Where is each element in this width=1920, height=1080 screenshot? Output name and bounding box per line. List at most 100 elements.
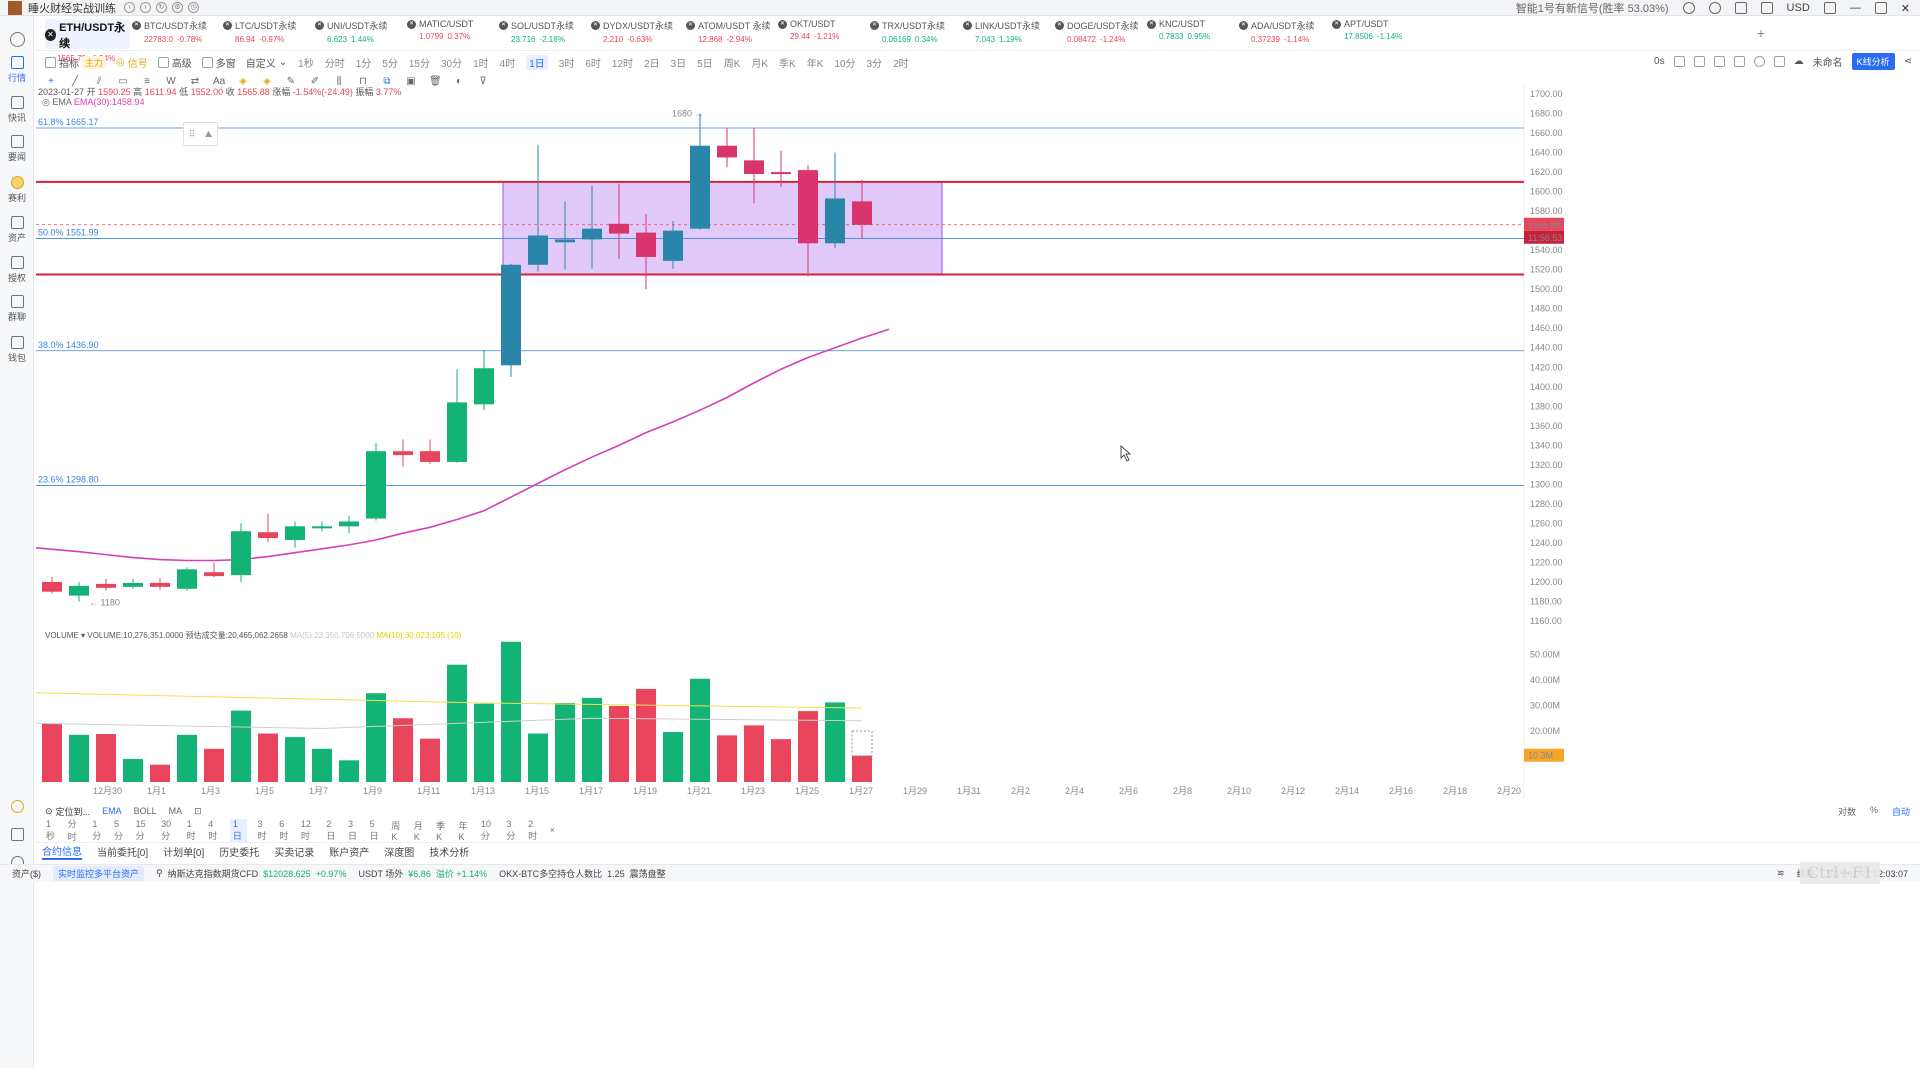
- candle[interactable]: [636, 232, 656, 257]
- candle[interactable]: [744, 160, 764, 175]
- fib-retracement-icon[interactable]: ≡: [144, 76, 150, 87]
- volume-bar[interactable]: [609, 706, 629, 782]
- volume-bar[interactable]: [852, 755, 872, 782]
- ticker-tab[interactable]: ✕ MATIC/USDT 1.0799 0.37%: [407, 19, 517, 49]
- mountain-icon[interactable]: ⛰: [204, 128, 213, 139]
- volume-bar[interactable]: [501, 641, 521, 782]
- candle[interactable]: [447, 402, 467, 462]
- volume-bar[interactable]: [312, 748, 332, 782]
- volume-bar[interactable]: [366, 693, 386, 782]
- ticker-tab[interactable]: ✕ DOGE/USDT永续 0.08472 -1.24%: [1055, 19, 1165, 49]
- parallel-channel-icon[interactable]: ⫽: [96, 76, 102, 87]
- filter-icon[interactable]: ⊽: [479, 76, 487, 87]
- wifi-icon[interactable]: ≋: [1777, 868, 1785, 878]
- eraser-icon[interactable]: ✐: [310, 76, 320, 87]
- pattern-icon[interactable]: W: [166, 76, 176, 87]
- sidebar-item-market[interactable]: 行情: [0, 56, 34, 84]
- gear-icon[interactable]: [1753, 56, 1765, 67]
- timeframe-option[interactable]: 分时: [324, 58, 345, 70]
- candle[interactable]: [258, 532, 278, 539]
- bottom-tab[interactable]: 买卖记录: [274, 848, 315, 859]
- ticker-tab[interactable]: ✕ UNI/USDT永续 6.623 1.44%: [315, 19, 425, 49]
- window-pin-icon[interactable]: [1823, 2, 1836, 14]
- timeframe-option[interactable]: 5日: [697, 58, 713, 70]
- magnet-icon[interactable]: ◈: [239, 76, 247, 87]
- volume-bar[interactable]: [339, 760, 359, 782]
- timeframe-option[interactable]: 月K: [751, 58, 769, 70]
- candlestick-chart[interactable]: 1160.00 1180.00 1200.00 1220.00 1240.00 1260.…: [34, 84, 1920, 799]
- bottom-tab[interactable]: 技术分析: [429, 848, 470, 859]
- back-icon[interactable]: ‹: [124, 2, 135, 13]
- add-tab-icon[interactable]: +: [1756, 25, 1765, 41]
- timeframe-option[interactable]: 30分: [440, 58, 463, 70]
- pen-icon[interactable]: [1693, 56, 1705, 67]
- ticker-tab[interactable]: ✕ LINK/USDT永续 7.043 1.19%: [963, 19, 1073, 49]
- trash-icon[interactable]: 🗑: [429, 76, 442, 87]
- volume-bar[interactable]: [582, 697, 602, 782]
- candle[interactable]: [717, 145, 737, 158]
- volume-bar[interactable]: [150, 764, 170, 782]
- magnet-strong-icon[interactable]: ◈: [263, 76, 271, 87]
- timeframe-option[interactable]: 1秒: [298, 58, 314, 70]
- sidebar-item-wallet[interactable]: 钱包: [0, 336, 34, 364]
- timeframe-option[interactable]: 4时: [499, 58, 516, 70]
- camera-icon[interactable]: [1673, 56, 1685, 67]
- timeframe-option[interactable]: 4时: [208, 818, 218, 841]
- volume-bar[interactable]: [393, 718, 413, 782]
- timeframe-option[interactable]: 1时: [186, 818, 196, 841]
- kline-analysis-button[interactable]: K线分析: [1851, 53, 1895, 70]
- timeframe-option[interactable]: 12时: [611, 58, 634, 70]
- timeframe-option[interactable]: 1分: [92, 818, 102, 841]
- nasdaq-ticker[interactable]: ⚲ 纳斯达克指数期货CFD $12028.625 +0.97%: [156, 867, 346, 880]
- ema30-line[interactable]: [35, 328, 890, 562]
- volume-bar[interactable]: [555, 702, 575, 782]
- volume-bar[interactable]: [825, 702, 845, 782]
- volume-bar[interactable]: [474, 703, 494, 782]
- timeframe-option[interactable]: 周K: [391, 820, 401, 842]
- candle[interactable]: [231, 531, 251, 576]
- timeframe-option[interactable]: 6时: [279, 818, 289, 841]
- candle[interactable]: [582, 228, 602, 240]
- scale-auto[interactable]: 自动: [1891, 806, 1910, 817]
- candle[interactable]: [42, 581, 62, 592]
- timeframe-option[interactable]: 10分: [834, 58, 856, 70]
- scale-log[interactable]: 对数: [1837, 806, 1856, 817]
- eye-icon[interactable]: ◎: [42, 97, 50, 107]
- sidebar-item-earn[interactable]: 赛利: [0, 176, 34, 204]
- timeframe-option[interactable]: 2时: [893, 58, 909, 70]
- timeframe-option[interactable]: 月K: [413, 820, 423, 842]
- hide-icon[interactable]: ◐: [455, 76, 463, 87]
- forward-icon[interactable]: ›: [140, 2, 151, 13]
- edit-icon[interactable]: ▣: [406, 76, 416, 87]
- candle[interactable]: [663, 230, 683, 261]
- minimize-icon[interactable]: —: [1849, 2, 1861, 14]
- candle[interactable]: [690, 145, 710, 229]
- monitor-chip[interactable]: 实时监控多平台资产: [53, 866, 145, 881]
- okx-ratio[interactable]: OKX-BTC多空持仓人数比 1.25 震荡盘整: [499, 867, 666, 880]
- sidebar-heart[interactable]: [0, 800, 34, 815]
- ticker-tab[interactable]: ✕ APT/USDT 17.8506 -1.14%: [1332, 19, 1442, 49]
- timeframe-option[interactable]: 年K: [806, 58, 824, 70]
- candle[interactable]: [312, 526, 332, 529]
- candle[interactable]: [285, 526, 305, 540]
- timeframe-option[interactable]: 30分: [161, 818, 172, 841]
- ticker-tab[interactable]: ✕ SOL/USDT永续 23.716 -2.18%: [499, 19, 609, 49]
- timeframe-option[interactable]: 15分: [408, 58, 430, 70]
- volume-bar[interactable]: [204, 748, 224, 782]
- cloud-icon[interactable]: ☁: [1793, 56, 1804, 67]
- candle[interactable]: [420, 451, 440, 462]
- timeframe-option[interactable]: 2日: [644, 58, 660, 70]
- candle[interactable]: [501, 264, 521, 366]
- timeframe-option[interactable]: 分时: [67, 819, 77, 842]
- timeframe-option[interactable]: 5分: [114, 818, 124, 841]
- timeframe-option[interactable]: 季K: [779, 58, 796, 70]
- timeframe-option[interactable]: 12时: [300, 818, 311, 841]
- ticker-tab[interactable]: ✕ BTC/USDT永续 22783.0 -0.78%: [132, 19, 242, 49]
- timeframe-option[interactable]: 周K: [723, 58, 741, 70]
- timeframe-option[interactable]: 1秒: [46, 818, 56, 841]
- timeframe-option[interactable]: 1分: [355, 58, 372, 70]
- timeframe-option[interactable]: 10分: [480, 818, 491, 841]
- candle[interactable]: [177, 569, 197, 589]
- candle[interactable]: [366, 451, 386, 519]
